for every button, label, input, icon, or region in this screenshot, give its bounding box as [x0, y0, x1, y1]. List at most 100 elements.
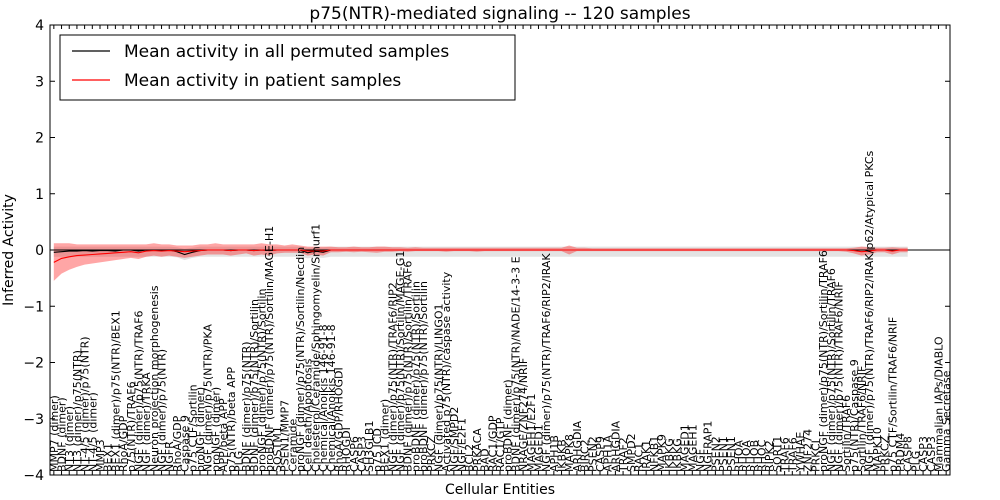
x-tick-label: Mammalian IAPs/DIABLO [933, 336, 946, 472]
x-tick-label: PRKCZ [425, 435, 438, 472]
legend-label: Mean activity in patient samples [124, 71, 401, 91]
x-tick-label: PRKCI [809, 440, 822, 472]
x-tick-label: NT3 (dimer) [63, 406, 76, 472]
x-tick-label: NGF (dimer)/p75(NTR) [156, 349, 169, 472]
x-tick-label: RHOA [740, 440, 753, 472]
y-tick-label: 1 [35, 187, 44, 203]
x-tick-label: Caspase 9 [179, 415, 192, 472]
x-tick-label: proNGF (dimer) [194, 387, 207, 472]
x-tick-label: RAC1/GTP [494, 417, 507, 472]
x-tick-label: RHOC [756, 439, 769, 472]
x-tick-label: PLG [233, 451, 246, 472]
y-tick-label: 3 [35, 74, 44, 90]
x-tick-label: APH1A [602, 435, 615, 472]
x-tick-label: TRAF6 [786, 437, 799, 473]
x-tick-label: NT-4/5 (dimer) [86, 392, 99, 472]
x-tick-label: proNGF (dimer)/p75(NTR)/Sortilin/TRAF6 [817, 250, 830, 472]
x-tick-label: CASP6 [348, 436, 361, 472]
y-tick-label: 0 [35, 243, 44, 259]
y-tick-label: −2 [23, 356, 44, 372]
x-tick-label: Sortilin/TRAF6 [840, 395, 853, 472]
x-tick-label: Chemical/Anoikis 146-91-8 [317, 324, 330, 472]
x-tick-label: PRKCZ [879, 435, 892, 472]
legend-label: Mean activity in all permuted samples [124, 42, 449, 62]
x-tick-label: NGF/SMPD2 [448, 407, 461, 472]
x-tick-label: NGF (dimer)/p75(NTR)/TRAF6 [133, 310, 146, 472]
x-tick-label: Chemical/Anoikis 146-91-8 [325, 324, 338, 472]
x-tick-label: RHOGDI [340, 427, 353, 472]
x-tick-label: YWHAE [794, 432, 807, 473]
x-tick-label: proBDNF (dimer)/p75(NTR)/Sortilin/MAGE-H… [263, 226, 276, 472]
x-tick-label: NGF/E2F1 [456, 418, 469, 472]
x-axis-label: Cellular Entities [445, 482, 555, 498]
x-tick-label: Cholesterol/Ceramide/Sphingomyelin/Smurf… [309, 224, 322, 472]
x-tick-label: p75 CTF/Sortilin/TRAF6/NRIF [886, 317, 899, 472]
x-tick-label: CASP3 [917, 436, 930, 472]
x-tick-label: NGFR [163, 441, 176, 472]
x-tick-label: MMP3 [94, 439, 107, 472]
x-tick-label: MAPK10 [871, 427, 884, 472]
x-tick-label: NGF [694, 449, 707, 472]
x-tick-label: CASP3 [356, 436, 369, 472]
y-tick-label: 4 [35, 18, 44, 34]
x-tick-label: p75(NTR)/TRAF6 [125, 381, 138, 472]
x-tick-label: MMP7 (dimer) [48, 395, 61, 472]
x-tick-label: RIPK2 [763, 440, 776, 472]
x-tick-label: SMPD2 [625, 433, 638, 472]
x-tick-label: MAPK8 [563, 434, 576, 472]
x-tick-label: NT-4/5 (dimer)/p75(NTR) [79, 336, 92, 472]
x-tick-label: p75 ICD [371, 428, 384, 472]
x-tick-label: PSEN1/MMP7 [279, 400, 292, 472]
x-tick-label: BDNF (dimer)/p75(NTR)/Sortilin [248, 299, 261, 472]
x-tick-label: RAC1/GDP [486, 415, 499, 472]
x-tick-label: ARHGDIA [609, 420, 622, 472]
x-tick-label: TRAF2 [617, 437, 630, 473]
x-tick-label: BCL2 [463, 444, 476, 472]
x-tick-label: NFKB1 [648, 436, 661, 472]
x-tick-label: PRKACA [471, 428, 484, 472]
x-tick-label: Activated p75(NTR)/caspase activity [440, 271, 453, 472]
x-tick-label: CASP9 [594, 436, 607, 472]
y-tick-label: −1 [23, 299, 44, 315]
x-tick-label: Gamma Secretase [940, 370, 953, 472]
y-axis-label: Inferred Activity [1, 194, 17, 306]
x-tick-label: p75 CTF/Sortilin [186, 384, 199, 472]
x-tick-label: proBDNF (dimer)/p75(NTR)/Sortilin [417, 281, 430, 472]
x-tick-label: proBDNF (dimer)/p75(NTR)/Sortilin [409, 281, 422, 472]
x-tick-label: CASP3 [925, 436, 938, 472]
patient-confidence-band [53, 243, 908, 281]
x-tick-label: NT3 (dimer)/p75(NTR) [71, 350, 84, 472]
x-tick-label: BDNF (dimer) [56, 397, 69, 472]
x-tick-label: PLG [909, 451, 922, 472]
x-tick-label: NGF (dimer)/p75(NTR)/PKA [202, 324, 215, 472]
x-tick-label: NGFRAP1 [702, 421, 715, 472]
x-tick-label: NGF (dimer)/p75(NTR)/LINGO1 [433, 303, 446, 472]
x-tick-label: MAGED1 [533, 424, 546, 472]
x-tick-label: NGF (dimer)/p75(NTR)/TRAF6/RIP2/IRAK/p62… [863, 151, 876, 472]
x-tick-label: MAGEH1/E2F1 [525, 393, 538, 472]
x-tick-label: BEX1 (dimer) [379, 399, 392, 472]
x-tick-label: RHOB [748, 440, 761, 472]
x-tick-label: SORT1 [771, 436, 784, 472]
x-tick-label: Ceramide [286, 419, 299, 472]
x-tick-label: MAGED1 [679, 424, 692, 472]
y-tick-label: −3 [23, 412, 44, 428]
x-tick-label: BDNF (dimer)/p75(NTR)/Sortilin/TRAF6 [402, 261, 415, 472]
x-tick-label: PRDM4 [894, 433, 907, 472]
x-tick-label: PSEN1 [717, 436, 730, 472]
x-tick-label: ARHGDIA [571, 420, 584, 472]
chart-title: p75(NTR)-mediated signaling -- 120 sampl… [309, 4, 690, 24]
x-tick-label: BEX1 (dimer)/p75(NTR)/BEX1 [109, 310, 122, 472]
x-tick-label: RAC1 [633, 443, 646, 472]
x-tick-label: SH3GLB1 [363, 421, 376, 472]
x-tick-label: BAD [479, 448, 492, 472]
x-tick-label: APH1B [548, 435, 561, 472]
x-tick-label: ZNF274 [802, 429, 815, 472]
y-tick-label: −4 [23, 468, 44, 484]
x-tick-label: NGF (dimer)/p75(NTR)/TRAF6/RIP2/IRAK [540, 253, 553, 472]
x-tick-label: proNGF (dimer)/p75(NTR)/Sortilin [256, 289, 269, 472]
x-tick-label: BEX1 [102, 443, 115, 472]
x-tick-label: APP/beta APP [217, 398, 230, 472]
series-line-patient [53, 249, 908, 263]
x-tick-label: NGF (dimer)/p75(NTR)/Sortilin/MAGE-G1 [394, 251, 407, 472]
